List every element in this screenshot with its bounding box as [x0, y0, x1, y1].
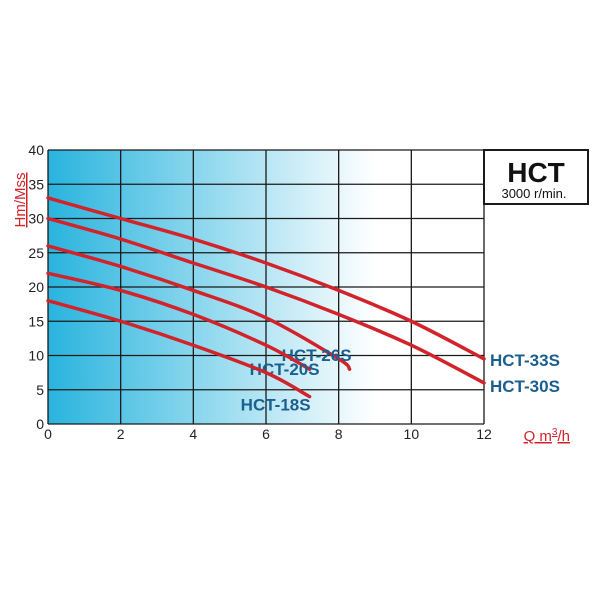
y-tick-label-40: 40 — [28, 142, 44, 158]
x-tick-label-12: 12 — [476, 426, 492, 442]
x-tick-label-10: 10 — [404, 426, 420, 442]
series-label-hct-30s: HCT-30S — [490, 377, 560, 396]
curve-hct-20s — [46, 271, 312, 371]
y-tick-label-20: 20 — [28, 279, 44, 295]
y-axis-title: Hm/Mss — [12, 173, 29, 228]
series-label-hct-33s: HCT-33S — [490, 351, 560, 370]
x-axis-title-sup: 3 — [552, 427, 558, 438]
x-axis-title-tail: /h — [557, 428, 570, 445]
x-axis-title-main: Q m — [524, 428, 552, 445]
title-box — [483, 149, 589, 205]
series-label-hct-18s: HCT-18S — [241, 396, 311, 415]
chart-subtitle: 3000 r/min. — [501, 186, 566, 201]
y-tick-labels: 0 5 10 15 20 25 30 35 40 — [28, 142, 44, 432]
y-tick-label-10: 10 — [28, 348, 44, 364]
curve-hct-33s — [46, 196, 486, 361]
curve-hct-30s — [46, 216, 486, 385]
x-tick-label-6: 6 — [262, 426, 270, 442]
x-tick-labels: 0 2 4 6 8 10 12 — [44, 426, 492, 442]
y-tick-label-25: 25 — [28, 245, 44, 261]
x-tick-label-0: 0 — [44, 426, 52, 442]
y-tick-label-15: 15 — [28, 313, 44, 329]
series-label-hct-26s: HCT-26S — [282, 346, 352, 365]
x-axis-title: Q m3/h — [524, 427, 570, 445]
y-tick-label-5: 5 — [36, 382, 44, 398]
x-tick-label-8: 8 — [335, 426, 343, 442]
y-tick-label-35: 35 — [28, 176, 44, 192]
curve-hct-18s — [46, 298, 312, 399]
x-tick-label-2: 2 — [117, 426, 125, 442]
y-tick-label-30: 30 — [28, 211, 44, 227]
y-tick-label-0: 0 — [36, 416, 44, 432]
chart-title: HCT — [507, 157, 565, 188]
curve-hct-26s — [46, 244, 352, 371]
svg-text:Q m3/h: Q m3/h — [524, 427, 570, 445]
x-tick-label-4: 4 — [189, 426, 197, 442]
